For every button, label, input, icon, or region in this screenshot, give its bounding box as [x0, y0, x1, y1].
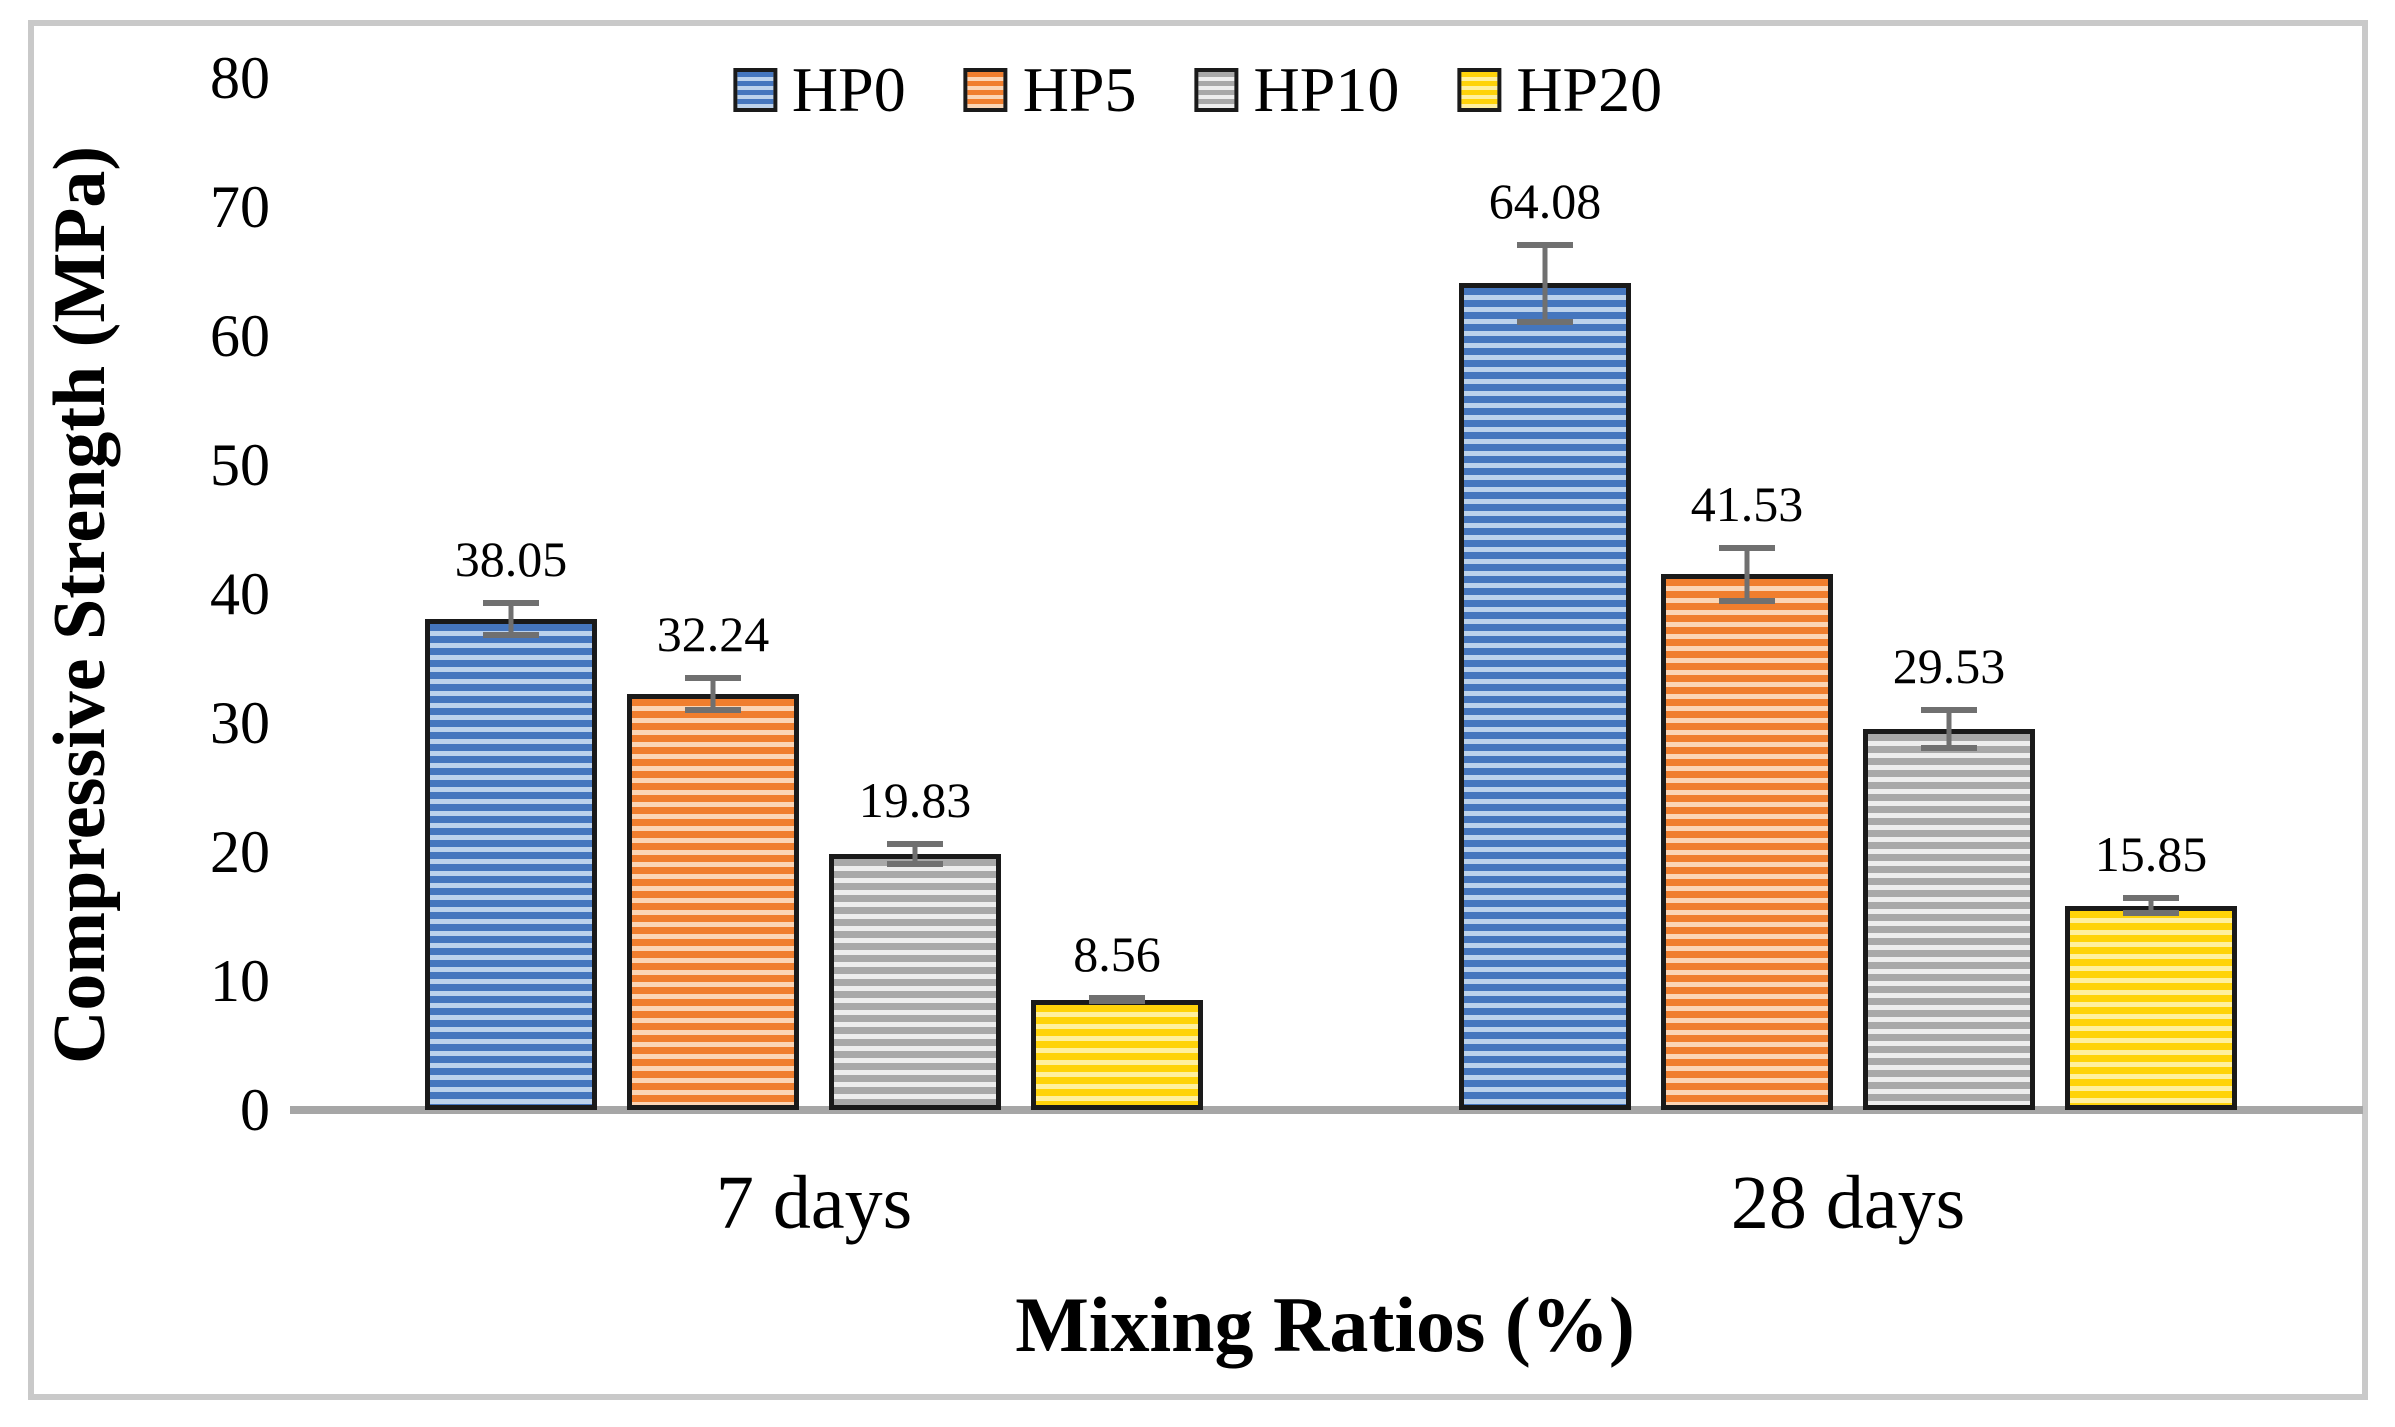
y-tick-label-30: 30	[210, 690, 270, 756]
y-tick-label-0: 0	[240, 1077, 270, 1143]
legend-swatch-icon	[1194, 68, 1239, 112]
bar-value-label: 38.05	[454, 530, 568, 587]
y-tick-label-60: 60	[210, 303, 270, 369]
bar-value-label: 8.56	[1073, 926, 1161, 983]
x-category-label-28-days: 28 days	[1730, 1161, 1966, 1245]
x-category-label-7-days: 7 days	[715, 1161, 913, 1245]
bar-value-label: 19.83	[858, 772, 972, 829]
legend-label: HP20	[1516, 54, 1663, 125]
error-bar	[1921, 707, 1977, 751]
bar-hp0-28days	[1459, 283, 1631, 1110]
error-bar	[685, 674, 741, 714]
legend-item-hp5: HP5	[963, 54, 1137, 125]
error-bar	[887, 841, 943, 868]
bar-hp5-28days	[1661, 574, 1833, 1110]
legend-label: HP5	[1022, 54, 1137, 125]
x-axis-title: Mixing Ratios (%)	[1015, 1281, 1635, 1368]
bar-value-label: 41.53	[1690, 475, 1804, 532]
bar-hp20-28days	[2065, 905, 2237, 1110]
bar-hp0-7days	[425, 619, 597, 1110]
legend-swatch-icon	[1457, 68, 1502, 112]
bar-hp5-7days	[627, 694, 799, 1110]
chart-frame	[28, 20, 2368, 1400]
y-tick-label-50: 50	[210, 432, 270, 498]
legend-label: HP10	[1253, 54, 1400, 125]
bar-hp20-7days	[1031, 999, 1203, 1110]
y-tick-label-80: 80	[210, 45, 270, 111]
legend-swatch-icon	[963, 68, 1008, 112]
legend-item-hp10: HP10	[1194, 54, 1400, 125]
y-tick-label-10: 10	[210, 948, 270, 1014]
bar-value-label: 64.08	[1488, 173, 1602, 230]
bar-value-label: 29.53	[1892, 638, 2006, 695]
legend-item-hp0: HP0	[732, 54, 906, 125]
legend: HP0 HP5 HP10 HP20	[732, 54, 1662, 125]
legend-item-hp20: HP20	[1457, 58, 1662, 122]
error-bar	[1719, 544, 1775, 604]
error-bar	[1089, 995, 1145, 1005]
bar-value-label: 15.85	[2094, 826, 2208, 883]
x-axis-line	[290, 1106, 2363, 1114]
bar-hp10-7days	[829, 854, 1001, 1110]
legend-label: HP0	[791, 54, 906, 125]
y-tick-label-20: 20	[210, 819, 270, 885]
legend-swatch-icon	[732, 68, 777, 112]
bar-hp10-28days	[1863, 729, 2035, 1110]
y-tick-label-40: 40	[210, 561, 270, 627]
error-bar	[2123, 895, 2179, 916]
y-tick-label-70: 70	[210, 174, 270, 240]
bar-value-label: 32.24	[656, 605, 770, 662]
error-bar	[1517, 242, 1573, 325]
error-bar	[483, 599, 539, 639]
